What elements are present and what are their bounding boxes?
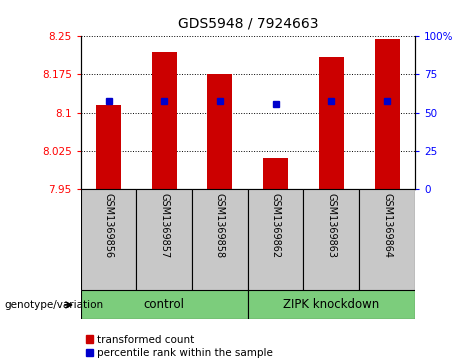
Text: GSM1369864: GSM1369864 bbox=[382, 193, 392, 258]
Bar bbox=[207, 74, 232, 189]
Bar bbox=[96, 105, 121, 189]
Bar bbox=[303, 189, 359, 290]
Text: GSM1369863: GSM1369863 bbox=[326, 193, 337, 258]
Bar bbox=[319, 57, 344, 189]
Bar bbox=[81, 290, 248, 319]
Bar bbox=[192, 189, 248, 290]
Text: GSM1369862: GSM1369862 bbox=[271, 193, 281, 258]
Text: control: control bbox=[144, 298, 185, 311]
Text: GSM1369858: GSM1369858 bbox=[215, 193, 225, 258]
Bar bbox=[81, 189, 136, 290]
Bar bbox=[263, 158, 288, 189]
Bar bbox=[359, 189, 415, 290]
Title: GDS5948 / 7924663: GDS5948 / 7924663 bbox=[177, 17, 318, 31]
Text: GSM1369856: GSM1369856 bbox=[104, 193, 113, 258]
Bar bbox=[374, 39, 400, 189]
Bar bbox=[248, 290, 415, 319]
Text: GSM1369857: GSM1369857 bbox=[159, 193, 169, 258]
Bar bbox=[152, 52, 177, 189]
Text: genotype/variation: genotype/variation bbox=[5, 300, 104, 310]
Bar bbox=[136, 189, 192, 290]
Text: ZIPK knockdown: ZIPK knockdown bbox=[283, 298, 379, 311]
Bar bbox=[248, 189, 303, 290]
Legend: transformed count, percentile rank within the sample: transformed count, percentile rank withi… bbox=[86, 335, 273, 358]
